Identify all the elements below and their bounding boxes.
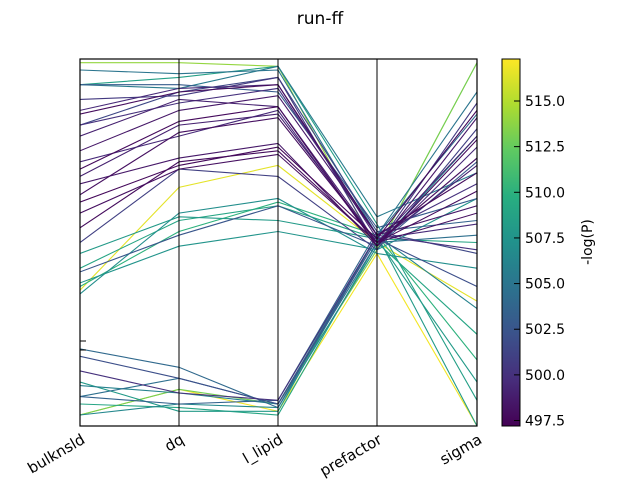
axis-label-l-lipid: l_lipid [240,430,287,468]
colorbar-tick-label: 510.0 [525,185,565,201]
colorbar-label: -log(P) [580,219,596,265]
axis-label-bulknsld: bulknsld [25,430,88,477]
colorbar-ticks: 497.5 500.0 502.5 505.0 507.5 510.0 512.5 515.0 [514,94,565,430]
axes [79,58,478,427]
colorbar-tick-label: 497.5 [525,414,565,430]
axis-label-sigma: sigma [437,430,485,468]
colorbar-tick-label: 515.0 [525,94,565,110]
chart-title: run-ff [297,9,345,29]
axis-label-prefactor: prefactor [317,430,386,480]
axis-label-dq: dq [162,430,187,455]
colorbar-gradient [501,58,521,427]
colorbar: 497.5 500.0 502.5 505.0 507.5 510.0 512.5 515.0… [501,58,596,430]
axis-labels: bulknsld dq l_lipid prefactor sigma [25,430,485,480]
colorbar-tick-label: 512.5 [525,140,565,156]
colorbar-tick-label: 507.5 [525,231,565,247]
colorbar-tick-label: 505.0 [525,277,565,293]
colorbar-tick-label: 502.5 [525,322,565,338]
colorbar-tick-label: 500.0 [525,368,565,384]
